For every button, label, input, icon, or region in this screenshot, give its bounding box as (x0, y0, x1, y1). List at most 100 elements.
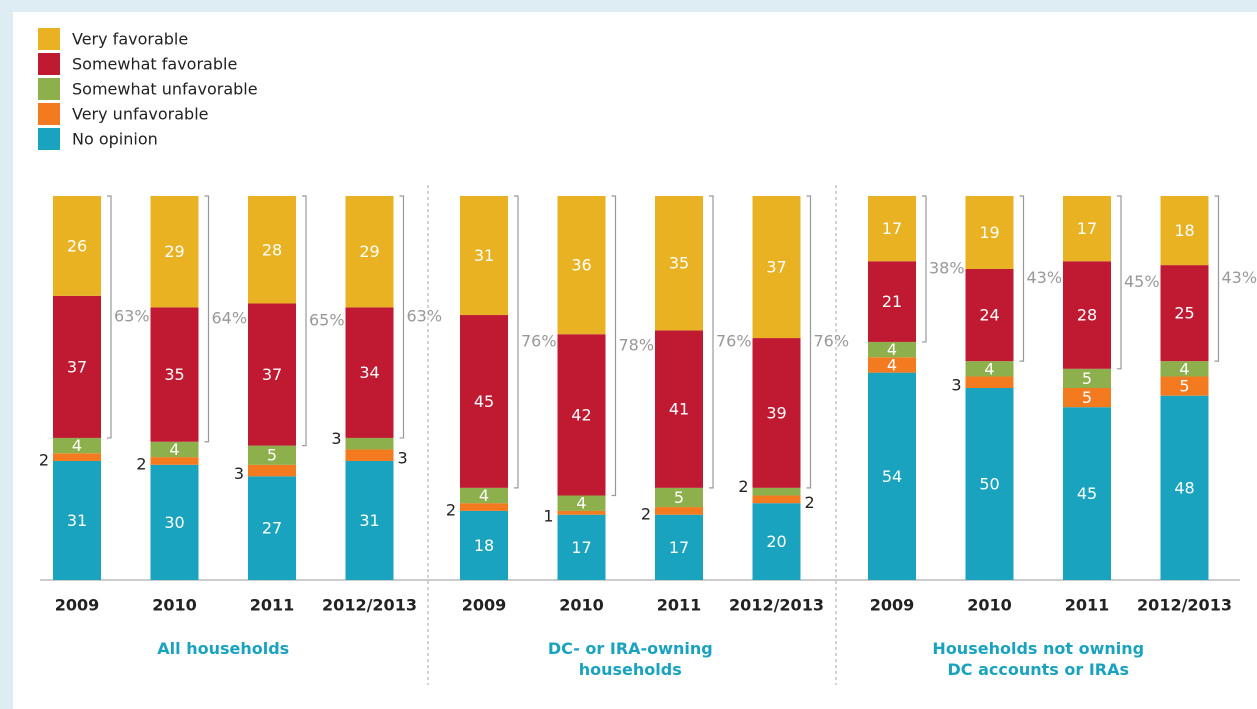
bar-segment (752, 196, 801, 339)
data-label: 17 (669, 538, 689, 557)
legend-label: Somewhat favorable (72, 55, 237, 74)
bar-segment (460, 510, 508, 580)
data-label: 18 (474, 536, 494, 555)
data-label: 3 (398, 449, 408, 468)
data-label: 28 (1077, 306, 1097, 325)
legend-swatch (38, 78, 60, 100)
data-label: 4 (984, 359, 994, 378)
bar-segment (150, 196, 199, 308)
data-label: 37 (67, 357, 87, 376)
bar-segment (965, 268, 1014, 362)
x-tick-label: 2011 (250, 596, 295, 615)
total-label: 78% (619, 335, 655, 354)
total-label: 64% (212, 308, 248, 327)
data-label: 50 (979, 475, 999, 494)
bar-segment (1063, 261, 1111, 369)
data-label: 36 (571, 256, 591, 275)
bracket (922, 195, 927, 343)
total-label: 76% (814, 331, 850, 350)
total-label: 63% (114, 306, 150, 325)
x-tick-label: 2012/2013 (1137, 596, 1232, 615)
data-label: 35 (164, 365, 184, 384)
data-label: 30 (164, 513, 184, 532)
bar-segment (752, 487, 801, 496)
bar-segment (752, 338, 801, 488)
total-label: 43% (1222, 268, 1257, 287)
data-label: 29 (359, 242, 379, 261)
bar-segment (1063, 368, 1111, 388)
data-label: 5 (267, 446, 277, 465)
data-label: 17 (882, 219, 902, 238)
data-label: 25 (1174, 304, 1194, 323)
data-label: 3 (234, 464, 244, 483)
data-label: 3 (331, 429, 341, 448)
bracket (302, 195, 307, 447)
legend-label: No opinion (72, 130, 158, 149)
bar-segment (557, 514, 606, 580)
bar-segment (150, 307, 199, 442)
bracket (611, 195, 617, 497)
bar-segment (345, 460, 394, 580)
bar-segment (965, 376, 1014, 388)
bar-segment (53, 295, 101, 438)
data-label: 2 (39, 451, 49, 470)
data-label: 4 (72, 436, 82, 455)
bar-segment (868, 357, 916, 373)
x-tick-label: 2011 (1065, 596, 1110, 615)
bar-segment (655, 196, 703, 331)
bar-segment (655, 487, 703, 508)
data-label: 39 (766, 403, 786, 422)
legend-label: Somewhat unfavorable (72, 80, 258, 99)
data-label: 4 (1179, 359, 1189, 378)
bar-segment (1160, 361, 1209, 377)
bar-segment (752, 495, 801, 504)
bar-segment (248, 303, 296, 446)
x-tick-label: 2012/2013 (322, 596, 417, 615)
bar-segment (868, 261, 916, 342)
x-tick-label: 2010 (559, 596, 604, 615)
bar-segment (868, 372, 916, 580)
legend-swatch (38, 53, 60, 75)
bar-segment (557, 495, 606, 511)
data-label: 5 (1179, 377, 1189, 396)
bar-segment (1063, 196, 1111, 262)
bar-segment (53, 460, 101, 580)
bar-segment (655, 514, 703, 580)
bar-segment (965, 388, 1014, 580)
bracket (806, 195, 812, 489)
data-label: 2 (136, 454, 146, 473)
data-label: 4 (576, 494, 586, 513)
data-label: 5 (1082, 369, 1092, 388)
data-label: 5 (1082, 388, 1092, 407)
bar-segment (1160, 395, 1209, 580)
data-label: 20 (766, 532, 786, 551)
bar-segment (460, 196, 508, 316)
bar-segment (53, 453, 101, 461)
data-label: 31 (474, 246, 494, 265)
data-label: 3 (951, 376, 961, 395)
bar-segment (1160, 265, 1209, 362)
legend-swatch (38, 103, 60, 125)
total-label: 38% (929, 258, 965, 277)
bracket (514, 195, 519, 489)
bracket (1117, 195, 1122, 370)
bar-segment (655, 330, 703, 488)
legend-swatch (38, 28, 60, 50)
data-label: 29 (164, 242, 184, 261)
bar-segment (868, 196, 916, 262)
x-tick-label: 2011 (657, 596, 702, 615)
bar-segment (345, 437, 394, 450)
bar-segment (1160, 196, 1209, 266)
data-label: 54 (882, 467, 902, 486)
total-label: 76% (521, 331, 557, 350)
data-label: 41 (669, 400, 689, 419)
bracket (204, 195, 210, 443)
total-label: 45% (1124, 272, 1160, 291)
data-label: 18 (1174, 221, 1194, 240)
data-label: 2 (805, 493, 815, 512)
bracket (1214, 195, 1220, 362)
data-label: 42 (571, 405, 591, 424)
data-label: 45 (474, 392, 494, 411)
data-label: 21 (882, 292, 902, 311)
